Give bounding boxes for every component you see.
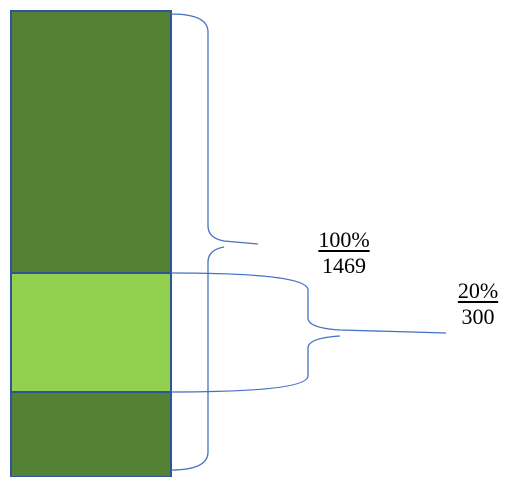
bar-segment-highlight (10, 272, 172, 393)
part-count: 300 (461, 304, 495, 329)
brace-part (170, 272, 447, 393)
part-label: 20% 300 (448, 278, 508, 330)
total-percent: 100% (318, 227, 370, 252)
brace-total (170, 13, 259, 471)
total-label: 100% 1469 (306, 227, 382, 279)
part-percent: 20% (457, 278, 499, 303)
bar-segment-top (10, 10, 172, 274)
total-count: 1469 (322, 253, 366, 278)
bar-segment-bottom (10, 391, 172, 477)
